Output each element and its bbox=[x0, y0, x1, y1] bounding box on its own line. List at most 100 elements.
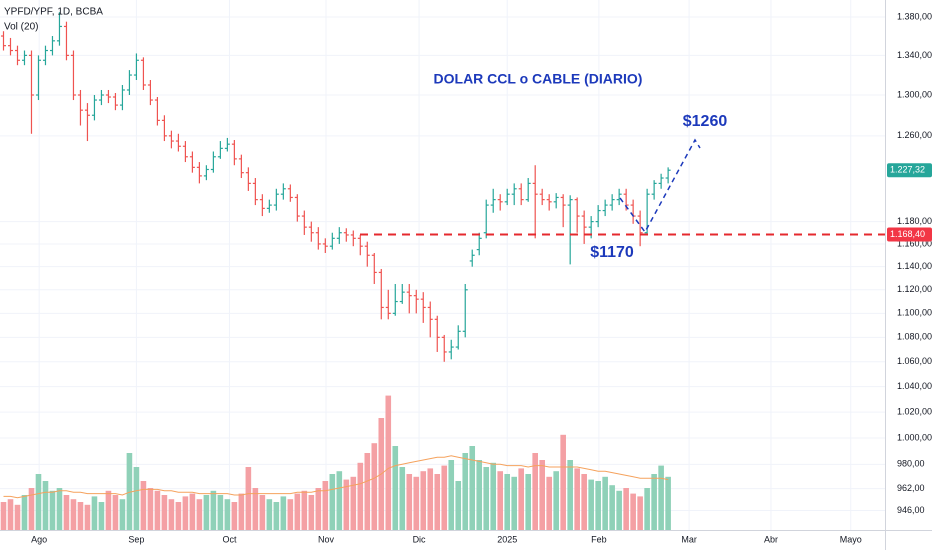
volume-bar bbox=[35, 474, 42, 530]
volume-bar bbox=[294, 493, 301, 530]
y-tick-label: 1.340,00 bbox=[897, 50, 932, 60]
volume-bar bbox=[315, 488, 322, 530]
volume-bar bbox=[140, 481, 147, 530]
volume-bar bbox=[595, 481, 601, 530]
volume-bar bbox=[189, 493, 196, 530]
y-tick-label: 1.100,00 bbox=[897, 308, 932, 318]
y-tick-label: 946,00 bbox=[897, 505, 925, 515]
volume-bar bbox=[602, 476, 608, 530]
volume-bar bbox=[455, 481, 462, 530]
volume-bar bbox=[623, 488, 629, 530]
projection-line bbox=[619, 138, 701, 234]
volume-bar bbox=[644, 488, 650, 530]
level-price-label: 1.168,40 bbox=[890, 229, 925, 239]
volume-bar bbox=[329, 474, 336, 530]
volume-bar bbox=[49, 490, 56, 530]
x-tick-label: 2025 bbox=[497, 534, 517, 544]
volume-bar bbox=[91, 496, 98, 530]
volume-pane bbox=[0, 395, 671, 530]
x-tick-label: Oct bbox=[222, 534, 237, 544]
volume-bar bbox=[287, 499, 294, 530]
volume-bar bbox=[98, 502, 105, 530]
volume-bar bbox=[483, 467, 490, 530]
volume-bar bbox=[532, 453, 538, 530]
y-tick-label: 1.260,00 bbox=[897, 130, 932, 140]
volume-bar bbox=[518, 468, 525, 530]
volume-bar bbox=[637, 496, 643, 530]
volume-bar bbox=[343, 479, 350, 530]
volume-bar bbox=[336, 471, 343, 530]
y-tick-label: 1.040,00 bbox=[897, 381, 932, 391]
volume-bar bbox=[14, 504, 21, 530]
volume-bar bbox=[616, 490, 622, 530]
volume-bar bbox=[658, 465, 664, 530]
y-tick-label: 1.020,00 bbox=[897, 406, 932, 416]
volume-bar bbox=[469, 446, 476, 530]
volume-bar bbox=[42, 481, 49, 530]
volume-bar bbox=[371, 443, 378, 530]
volume-bar bbox=[161, 495, 168, 530]
volume-bar bbox=[56, 488, 63, 530]
volume-bar bbox=[21, 495, 28, 530]
volume-bar bbox=[490, 462, 497, 530]
volume-bar bbox=[525, 474, 531, 530]
volume-bar bbox=[273, 502, 280, 530]
volume-bar bbox=[203, 495, 210, 530]
symbol: YPFD/YPF, 1D, BCBA bbox=[4, 7, 103, 18]
volume-bar bbox=[567, 460, 573, 530]
volume-bar bbox=[553, 471, 559, 530]
volume-bar bbox=[70, 499, 77, 530]
volume-bar bbox=[252, 488, 259, 530]
volume-bar bbox=[84, 504, 91, 530]
volume-bar bbox=[182, 496, 189, 530]
volume-bar bbox=[420, 471, 427, 530]
y-tick-label: 1.160,00 bbox=[897, 238, 932, 248]
volume-bar bbox=[574, 468, 580, 530]
x-tick-label: Abr bbox=[764, 534, 778, 544]
x-tick-label: Feb bbox=[591, 534, 607, 544]
y-tick-label: 1.120,00 bbox=[897, 284, 932, 294]
volume-bar bbox=[560, 434, 566, 530]
volume-bar bbox=[308, 495, 315, 530]
volume-bar bbox=[105, 490, 112, 530]
x-tick-label: Mar bbox=[681, 534, 697, 544]
volume-bar bbox=[441, 465, 448, 530]
volume-bar bbox=[539, 460, 545, 530]
volume-bar bbox=[133, 467, 140, 530]
volume-bar bbox=[630, 493, 636, 530]
x-tick-label: Sep bbox=[128, 534, 144, 544]
price-pane bbox=[0, 12, 671, 362]
last-price-label: 1.227,32 bbox=[890, 165, 925, 175]
volume-bar bbox=[231, 502, 238, 530]
level-price-box bbox=[887, 227, 932, 242]
support-label: $1170 bbox=[590, 244, 634, 261]
volume-bar bbox=[609, 485, 615, 530]
volume-bar bbox=[462, 453, 469, 530]
y-tick-label: 1.000,00 bbox=[897, 432, 932, 442]
volume-bar bbox=[7, 499, 14, 530]
y-tick-label: 1.180,00 bbox=[897, 216, 932, 226]
y-tick-label: 980,00 bbox=[897, 459, 925, 469]
volume-bar bbox=[385, 395, 392, 530]
volume-bar bbox=[210, 490, 217, 530]
volume-bar bbox=[175, 502, 182, 530]
volume-bar bbox=[511, 476, 518, 530]
volume-bar bbox=[322, 481, 329, 530]
volume-bar bbox=[427, 468, 434, 530]
y-tick-label: 1.140,00 bbox=[897, 261, 932, 271]
volume-bar bbox=[126, 453, 133, 530]
volume-bar bbox=[476, 460, 483, 530]
volume-ma bbox=[3, 455, 669, 499]
volume-bar bbox=[224, 499, 231, 530]
y-tick-label: 962,00 bbox=[897, 483, 925, 493]
y-tick-label: 1.380,00 bbox=[897, 11, 932, 21]
volume-bar bbox=[504, 474, 511, 530]
volume-bar bbox=[665, 476, 671, 530]
x-tick-label: Mayo bbox=[840, 534, 862, 544]
volume-bar bbox=[581, 474, 587, 530]
volume-bar bbox=[350, 476, 357, 530]
volume-bar bbox=[238, 493, 245, 530]
annotation: DOLAR CCL o CABLE (DIARIO) bbox=[434, 71, 643, 87]
volume-bar bbox=[259, 495, 266, 530]
volume-bar bbox=[280, 496, 287, 530]
